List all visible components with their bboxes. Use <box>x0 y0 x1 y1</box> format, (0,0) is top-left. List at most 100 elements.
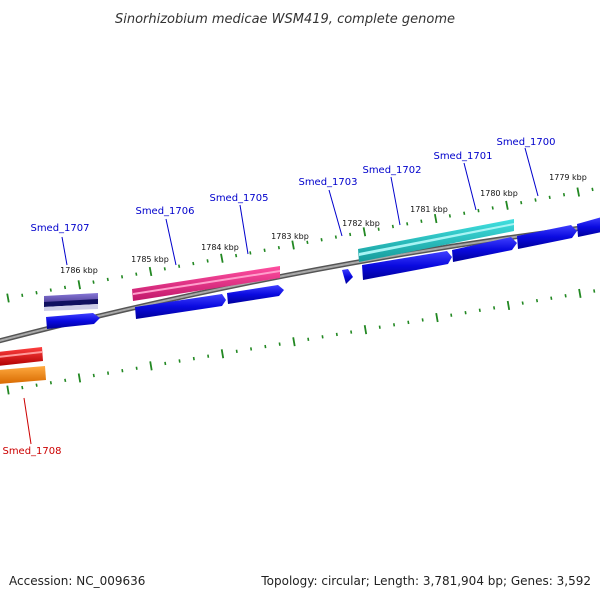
minor-tick <box>92 280 95 284</box>
minor-tick <box>320 238 323 242</box>
minor-tick <box>548 195 551 200</box>
minor-tick <box>377 227 380 231</box>
minor-tick <box>63 285 67 290</box>
minor-tick <box>564 294 567 298</box>
svg-text:Smed_1705: Smed_1705 <box>209 193 268 204</box>
minor-tick <box>35 290 38 295</box>
minor-tick <box>521 301 524 305</box>
major-tick <box>6 385 10 395</box>
minor-tick <box>249 251 252 255</box>
kbp-label: 1782 kbp <box>342 219 380 228</box>
minor-tick <box>391 224 394 229</box>
minor-tick <box>463 211 466 215</box>
cds-arrow-smed-1706[interactable] <box>135 294 226 319</box>
minor-tick <box>378 325 381 329</box>
cds-arrow-smed-1707[interactable] <box>46 313 100 329</box>
cds-arrow-smed-1703[interactable] <box>342 269 353 284</box>
minor-tick <box>535 298 539 303</box>
minor-tick <box>207 354 210 358</box>
minor-tick <box>164 361 167 366</box>
minor-tick <box>49 288 52 292</box>
gene-label-smed-1702[interactable]: Smed_1702 <box>362 165 422 226</box>
gene-label-smed-1707[interactable]: Smed_1707 <box>30 223 90 266</box>
minor-tick <box>477 208 480 213</box>
major-tick <box>6 293 10 303</box>
major-tick <box>77 280 81 290</box>
feature-red-smed-1708[interactable] <box>0 347 43 366</box>
minor-tick <box>334 235 337 239</box>
minor-tick <box>206 259 209 263</box>
major-tick <box>363 325 368 335</box>
minor-tick <box>192 356 195 361</box>
svg-text:Smed_1708: Smed_1708 <box>2 446 61 457</box>
gene-label-smed-1708[interactable]: Smed_1708 <box>2 397 62 457</box>
minor-tick <box>349 232 352 237</box>
cds-arrow-next[interactable] <box>577 217 600 237</box>
feature-magenta-stripe <box>133 270 280 295</box>
major-tick <box>149 361 153 371</box>
kbp-labels: 1786 kbp 1785 kbp 1784 kbp 1783 kbp 1782… <box>60 173 587 275</box>
minor-tick <box>350 330 353 334</box>
minor-tick <box>307 337 310 342</box>
minor-tick <box>106 277 109 282</box>
minor-tick <box>107 371 110 375</box>
minor-tick <box>178 264 181 268</box>
major-tick <box>362 227 367 237</box>
minor-tick <box>178 359 181 363</box>
cds-arrow-smed-1701[interactable] <box>452 237 517 262</box>
minor-tick <box>593 289 596 293</box>
minor-tick <box>21 385 24 390</box>
cds-arrow-smed-1702[interactable] <box>362 251 452 280</box>
gene-label-smed-1701[interactable]: Smed_1701 <box>433 151 493 211</box>
major-tick <box>578 288 582 298</box>
major-tick <box>434 213 438 224</box>
svg-text:Smed_1701: Smed_1701 <box>433 151 492 162</box>
kbp-label: 1780 kbp <box>480 189 518 198</box>
kbp-label: 1781 kbp <box>410 205 448 214</box>
major-tick <box>435 312 439 323</box>
kbp-label: 1786 kbp <box>60 266 98 275</box>
minor-tick <box>491 206 494 210</box>
kbp-tick-track <box>6 187 596 395</box>
major-tick <box>220 253 224 263</box>
minor-tick <box>235 349 238 354</box>
major-tick <box>77 373 82 383</box>
minor-tick <box>121 275 124 279</box>
cds-arrow-smed-1705[interactable] <box>227 285 284 304</box>
minor-tick <box>264 344 267 349</box>
minor-tick <box>448 214 451 218</box>
gene-label-smed-1706[interactable]: Smed_1706 <box>135 206 195 266</box>
minor-tick <box>406 222 409 226</box>
minor-tick <box>21 293 24 298</box>
minor-tick <box>192 261 195 266</box>
minor-tick <box>250 347 253 351</box>
minor-tick <box>493 306 496 310</box>
feature-cyan-stripe <box>359 223 514 256</box>
accession-text: Accession: NC_009636 <box>9 574 145 588</box>
svg-text:Smed_1700: Smed_1700 <box>496 137 555 148</box>
minor-tick <box>49 381 52 385</box>
genome-stats-text: Topology: circular; Length: 3,781,904 bp… <box>260 574 591 588</box>
kbp-label: 1779 kbp <box>549 173 587 182</box>
cds-arrow-smed-1700[interactable] <box>517 225 577 249</box>
minor-tick <box>335 332 338 337</box>
kbp-label: 1785 kbp <box>131 255 169 264</box>
feature-orange-smed-1708[interactable] <box>0 366 46 384</box>
feature-purple-smed-1707[interactable] <box>44 293 98 311</box>
gene-label-smed-1700[interactable]: Smed_1700 <box>496 137 556 197</box>
minor-tick <box>421 318 424 322</box>
minor-tick <box>278 342 281 346</box>
major-tick <box>505 200 509 210</box>
gene-label-smed-1705[interactable]: Smed_1705 <box>209 193 269 255</box>
svg-text:Smed_1703: Smed_1703 <box>298 177 357 188</box>
major-tick <box>292 337 296 347</box>
minor-tick <box>407 320 410 325</box>
major-tick <box>220 349 225 359</box>
minor-tick <box>263 248 266 253</box>
minor-tick <box>534 198 537 202</box>
minor-tick <box>121 368 124 373</box>
gene-label-smed-1703[interactable]: Smed_1703 <box>298 177 358 237</box>
minor-tick <box>92 373 95 378</box>
svg-text:Smed_1707: Smed_1707 <box>30 223 89 234</box>
